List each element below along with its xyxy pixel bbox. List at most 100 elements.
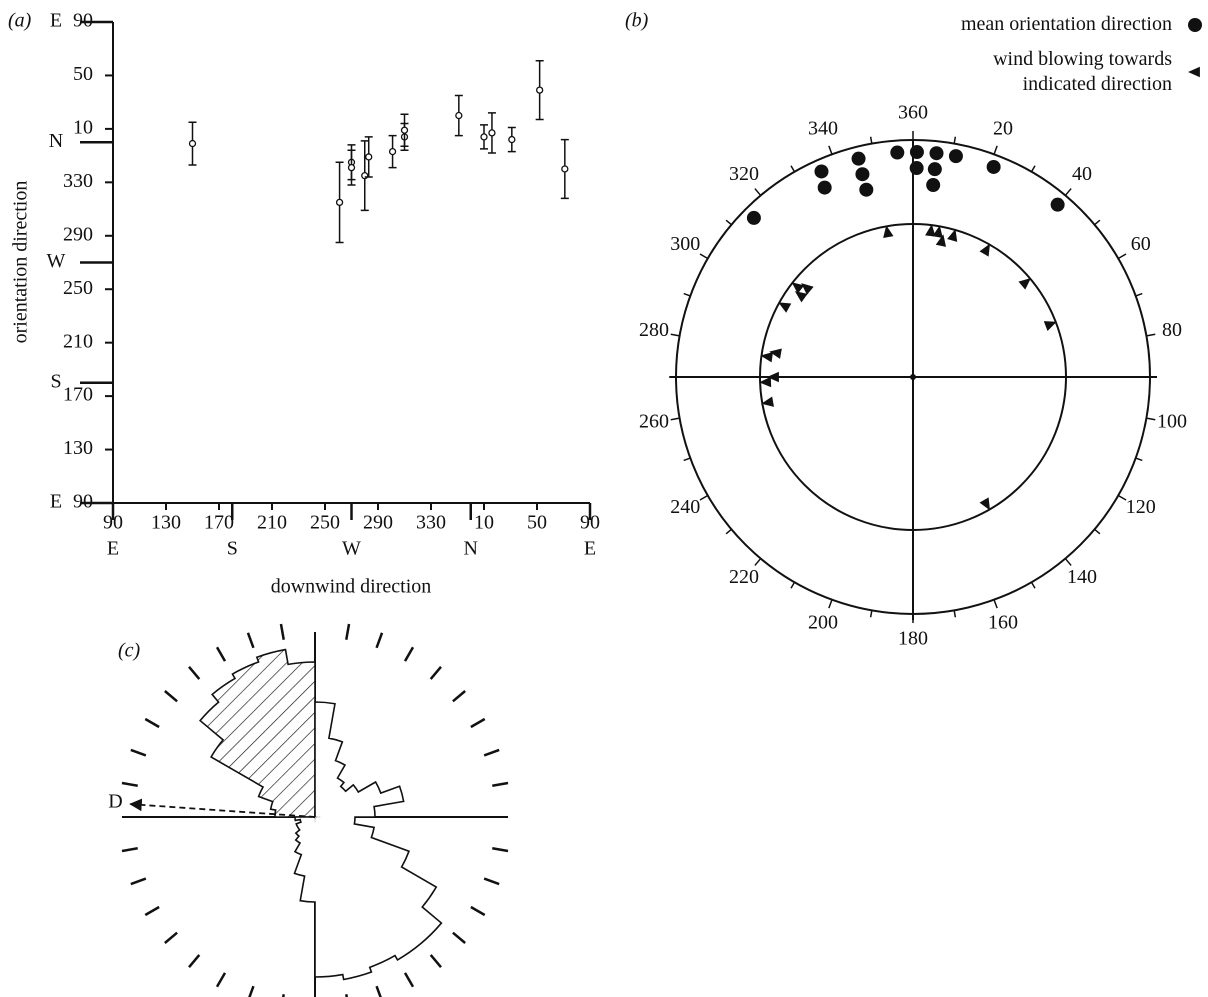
rose-sector: [315, 817, 372, 980]
rose-sector: [315, 817, 375, 838]
y-compass-label: E: [50, 10, 62, 32]
orientation-point: [948, 149, 963, 164]
theta-minor-tick: [869, 136, 873, 144]
rose-sector: [315, 817, 442, 944]
wind-marker: [759, 376, 772, 388]
ring-tick: [403, 972, 415, 988]
polar-center: [910, 374, 916, 380]
x-tick-label: 50: [527, 512, 547, 534]
rose-sector: [315, 760, 345, 817]
wind-marker: [979, 243, 990, 257]
x-tick-label: 170: [204, 512, 234, 534]
x-tick-label: 210: [257, 512, 287, 534]
rose-sector: [315, 817, 355, 824]
point: [335, 198, 344, 207]
theta-tick-label: 40: [1072, 163, 1092, 185]
y-tick-label: 330: [63, 170, 93, 192]
orientation-point: [851, 151, 866, 166]
rose-sector: [315, 738, 343, 817]
ring-tick: [403, 646, 415, 662]
rose-sector: [315, 806, 375, 817]
point: [508, 135, 516, 144]
ring-tick: [429, 954, 442, 968]
ring-tick: [375, 632, 384, 649]
x-tick-label: 130: [151, 512, 181, 534]
wind-marker: [769, 348, 782, 359]
theta-tick-label: 140: [1067, 566, 1097, 588]
ring-tick: [483, 877, 500, 886]
theta-tick: [1146, 417, 1156, 421]
point: [400, 126, 409, 134]
orientation-point: [890, 145, 905, 160]
y-tick-label: 90: [73, 10, 93, 32]
orientation-point: [817, 180, 832, 195]
theta-tick-label: 160: [988, 612, 1018, 634]
theta-tick: [1064, 188, 1072, 196]
ring-tick: [144, 717, 160, 729]
y-compass-label: W: [47, 250, 66, 272]
x-tick-label: 90: [580, 512, 600, 534]
legend-symbol: [1188, 66, 1200, 78]
x-compass-label: E: [107, 538, 119, 560]
y-tick-label: 90: [73, 491, 93, 513]
wind-marker: [1018, 278, 1031, 290]
theta-tick-label: 20: [993, 117, 1013, 139]
rose-sector: [315, 782, 381, 817]
y-tick-label: 50: [73, 63, 93, 85]
rose-sector: [232, 661, 315, 817]
theta-tick-label: 180: [898, 628, 928, 650]
theta-minor-tick: [1135, 457, 1143, 462]
x-compass-label: S: [227, 538, 238, 560]
rose-sector: [300, 817, 315, 823]
wind-marker: [791, 282, 805, 294]
orientation-point: [926, 178, 941, 193]
panel-label: (a): [8, 10, 32, 32]
theta-tick-label: 360: [898, 102, 928, 124]
rose-sector: [315, 817, 422, 960]
rose-sector: [315, 817, 437, 907]
orientation-point: [1050, 197, 1065, 212]
orientation-point: [929, 146, 944, 161]
rose-sector: [211, 739, 315, 817]
wind-marker: [1043, 321, 1057, 331]
point: [455, 111, 463, 120]
theta-minor-tick: [953, 610, 957, 618]
ring-tick: [248, 985, 255, 997]
theta-tick: [1117, 253, 1127, 260]
ring-tick: [279, 623, 285, 640]
theta-tick-label: 80: [1162, 319, 1182, 341]
theta-minor-tick: [683, 457, 691, 462]
rose-sector: [315, 784, 359, 817]
theta-minor-tick: [1135, 292, 1143, 297]
y-tick-label: 250: [63, 277, 93, 299]
x-tick-label: 10: [474, 512, 494, 534]
y-compass-label: E: [50, 491, 62, 513]
ring-tick: [215, 646, 227, 662]
theta-tick-label: 260: [639, 410, 669, 432]
theta-tick-label: 300: [670, 233, 700, 255]
rose-sector: [270, 801, 315, 817]
point: [536, 86, 544, 94]
ring-tick: [130, 748, 147, 757]
ring-tick: [215, 972, 227, 988]
theta-tick-label: 200: [808, 612, 838, 634]
mean-label: D: [108, 791, 122, 813]
rose-sector: [295, 817, 315, 837]
theta-tick-label: 240: [670, 496, 700, 518]
ring-tick: [130, 877, 147, 886]
rose-sector: [315, 817, 395, 968]
theta-minor-tick: [790, 581, 796, 589]
y-axis-label: orientation direction: [10, 181, 32, 344]
theta-tick: [828, 599, 833, 609]
ring-tick: [188, 954, 201, 968]
wind-marker: [979, 497, 990, 511]
rose-sector: [315, 786, 346, 817]
orientation-point: [927, 162, 942, 177]
y-compass-label: N: [49, 130, 63, 152]
theta-tick: [670, 417, 680, 421]
ring-tick: [121, 847, 138, 853]
rose-sector: [295, 817, 315, 855]
rose-sector: [315, 817, 409, 867]
y-tick-label: 130: [63, 437, 93, 459]
